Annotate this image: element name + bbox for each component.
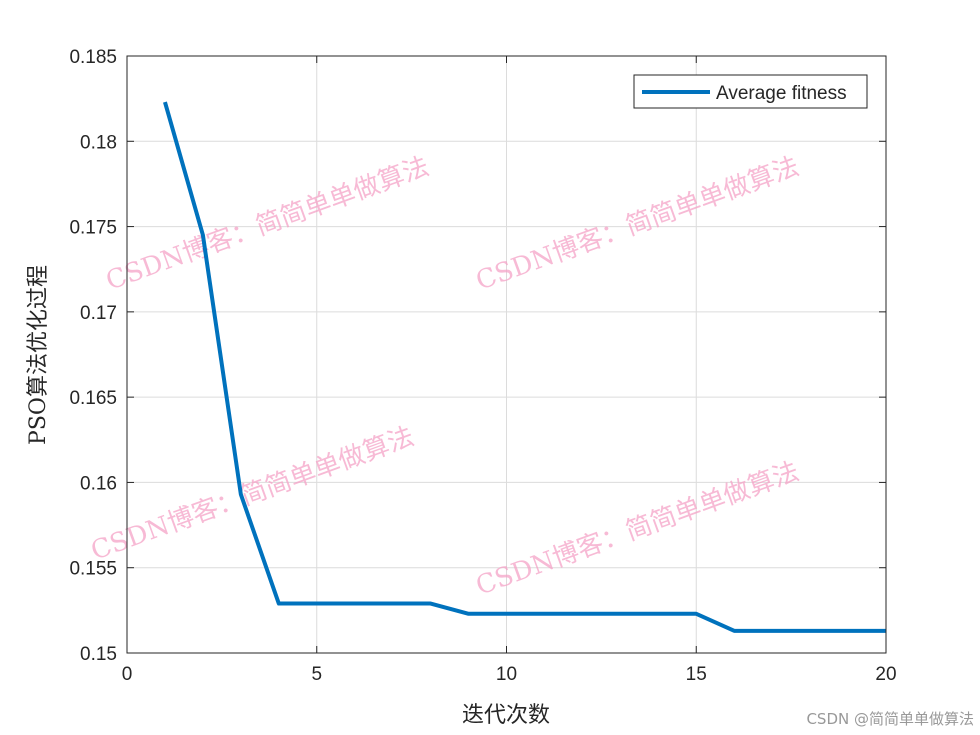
y-tick-label: 0.18 <box>80 132 117 153</box>
x-axis-label: 迭代次数 <box>462 703 550 728</box>
y-tick-label: 0.175 <box>69 218 117 239</box>
x-tick-label: 20 <box>875 664 896 685</box>
x-tick-label: 15 <box>686 664 707 685</box>
watermarks: CSDN博客：简简单单做算法 CSDN博客：简简单单做算法 CSDN博客：简简单单做… <box>87 152 803 602</box>
x-tick-label: 5 <box>311 664 322 685</box>
y-tick-label: 0.185 <box>69 47 117 68</box>
watermark-text: CSDN博客：简简单单做算法 <box>472 457 803 602</box>
y-tick-label: 0.155 <box>69 559 117 580</box>
watermark-text: CSDN博客：简简单单做算法 <box>472 152 803 297</box>
series-line <box>163 101 886 633</box>
watermark-text: CSDN博客：简简单单做算法 <box>102 152 433 297</box>
credit-text: CSDN @简简单单做算法 <box>806 710 974 728</box>
y-tick-label: 0.165 <box>69 388 117 409</box>
y-tick-label: 0.15 <box>80 644 117 665</box>
ticks: 0 5 10 15 20 0.15 0.155 0.16 0.165 0.17 0.175 0.18 0… <box>69 47 896 685</box>
y-axis-label: PSO算法优化过程 <box>26 265 51 445</box>
y-tick-label: 0.16 <box>80 473 117 494</box>
legend-label: Average fitness <box>716 83 847 104</box>
watermark-text: CSDN博客：简简单单做算法 <box>87 422 418 567</box>
y-tick-label: 0.17 <box>80 303 117 324</box>
legend: Average fitness <box>633 74 868 109</box>
x-tick-label: 0 <box>122 664 133 685</box>
x-tick-label: 10 <box>496 664 517 685</box>
